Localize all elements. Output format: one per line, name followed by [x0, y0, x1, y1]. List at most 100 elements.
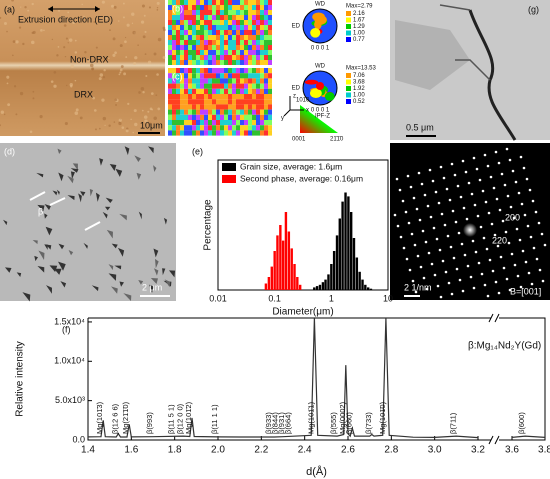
bar — [290, 248, 293, 290]
peak-label: β(12 0 0) — [175, 403, 184, 434]
ebsd-grain — [240, 130, 244, 136]
diffraction-spot — [478, 178, 482, 182]
peak-label: Mg(21̄1̄0) — [121, 401, 130, 434]
ebsd-grain — [196, 120, 200, 126]
ebsd-grain — [172, 78, 176, 84]
ebsd-grain — [192, 94, 196, 100]
ebsd-grain — [248, 78, 252, 84]
ebsd-grain — [260, 10, 264, 15]
ebsd-grain — [232, 20, 236, 25]
ebsd-grain — [248, 109, 252, 115]
ebsd-grain — [192, 125, 196, 131]
ebsd-grain — [176, 125, 180, 131]
particle — [91, 285, 99, 292]
grain-spot — [132, 131, 135, 134]
ebsd-grain — [216, 68, 220, 74]
ebsd-grain — [220, 130, 224, 136]
ebsd-grain — [244, 30, 248, 35]
ebsd-grain — [252, 30, 256, 35]
ebsd-grain — [248, 114, 252, 120]
grain-spot — [39, 115, 43, 119]
ebsd-grain — [188, 104, 192, 110]
ebsd-grain — [264, 78, 268, 84]
bar — [344, 192, 347, 290]
ebsd-grain — [168, 60, 172, 65]
axis-break — [491, 436, 499, 444]
level-label: 0.52 — [353, 99, 365, 105]
ebsd-grain — [268, 5, 272, 10]
grain-spot — [24, 6, 27, 9]
diffraction-spot — [415, 207, 419, 211]
diffraction-spot — [440, 212, 444, 216]
particle — [56, 189, 60, 196]
ebsd-grain — [260, 88, 264, 94]
particle — [136, 172, 142, 180]
ebsd-grain — [232, 45, 236, 50]
ebsd-grain — [184, 40, 188, 45]
ebsd-grain — [200, 114, 204, 120]
ebsd-grain — [196, 60, 200, 65]
ebsd-grain — [256, 88, 260, 94]
diffraction-spot — [457, 231, 461, 235]
ebsd-grain — [212, 99, 216, 105]
particle — [60, 281, 67, 288]
level-label: 0.77 — [353, 37, 365, 43]
ebsd-grain — [208, 55, 212, 60]
ebsd-grain — [168, 25, 172, 30]
grain-spot — [162, 56, 166, 59]
intensity-peak — [316, 82, 324, 90]
grain-spot — [27, 9, 30, 12]
particle — [44, 213, 48, 219]
ebsd-grain — [216, 109, 220, 115]
grain-spot — [143, 14, 146, 17]
ebsd-grain — [200, 60, 204, 65]
ebsd-grain — [268, 88, 272, 94]
ebsd-grain — [220, 5, 224, 10]
ebsd-grain — [188, 0, 192, 5]
ebsd-grain — [188, 99, 192, 105]
diffraction-spot — [410, 232, 414, 236]
ebsd-grain — [224, 35, 228, 40]
ebsd-grain — [172, 40, 176, 45]
ebsd-grain — [224, 88, 228, 94]
particle — [111, 286, 118, 294]
level-swatch — [346, 79, 351, 85]
ebsd-grain — [236, 83, 240, 89]
ebsd-grain — [260, 15, 264, 20]
ebsd-grain — [196, 68, 200, 74]
grain-spot — [119, 71, 122, 74]
ebsd-grain — [176, 104, 180, 110]
ebsd-grain — [244, 94, 248, 100]
ebsd-grain — [192, 78, 196, 84]
ebsd-grain — [268, 125, 272, 131]
ebsd-grain — [240, 114, 244, 120]
diffraction-spot — [503, 183, 507, 187]
grain-spot — [103, 69, 106, 72]
ebsd-grain — [192, 15, 196, 20]
ebsd-grain — [208, 104, 212, 110]
ebsd-grain — [212, 68, 216, 74]
ebsd-grain — [188, 60, 192, 65]
grain-spot — [53, 70, 57, 74]
ebsd-grain — [188, 40, 192, 45]
diffraction-spot — [416, 254, 420, 258]
ebsd-grain — [216, 60, 220, 65]
diffraction-spot — [540, 232, 544, 236]
ebsd-grain — [260, 109, 264, 115]
ebsd-grain — [240, 60, 244, 65]
particle — [32, 239, 38, 245]
grain-spot — [15, 113, 18, 116]
ebsd-grain — [236, 109, 240, 115]
level-label: 2.16 — [353, 11, 365, 17]
bar — [324, 279, 327, 290]
particle — [162, 268, 166, 276]
ebsd-grain — [168, 50, 172, 55]
grain-spot — [31, 2, 34, 6]
diffraction-spot — [407, 221, 411, 225]
ebsd-grain — [180, 50, 184, 55]
level-label: 1.67 — [353, 18, 365, 24]
ebsd-grain — [240, 104, 244, 110]
ebsd-grain — [244, 88, 248, 94]
grain-spot — [70, 64, 75, 68]
ebsd-grain — [188, 10, 192, 15]
